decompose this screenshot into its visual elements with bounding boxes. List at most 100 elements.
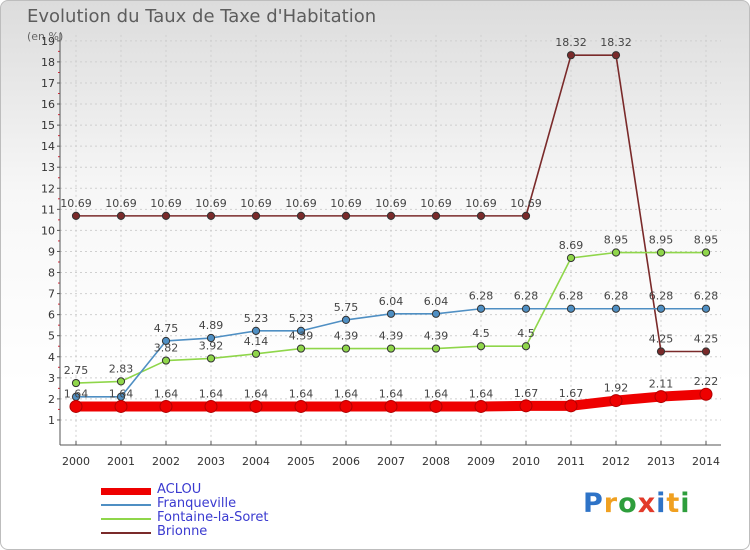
data-label: 10.69: [240, 197, 272, 210]
data-label: 10.69: [465, 197, 497, 210]
y-tick-label: 4: [48, 351, 55, 364]
data-label: 8.95: [604, 234, 629, 247]
y-tick-label: 13: [41, 161, 55, 174]
legend-label: Brionne: [157, 524, 208, 539]
data-label: 6.28: [694, 290, 719, 303]
data-label: 1.64: [244, 387, 269, 400]
data-label: 10.69: [285, 197, 317, 210]
data-point: [431, 344, 441, 353]
data-label: 4.5: [517, 327, 535, 340]
y-tick-label: 10: [41, 224, 55, 237]
y-tick-label: 19: [41, 35, 55, 48]
data-point: [474, 399, 488, 413]
y-tick-label: 8: [48, 267, 55, 280]
data-label: 8.95: [649, 234, 674, 247]
data-point: [611, 304, 621, 313]
data-point: [251, 211, 261, 220]
data-point: [519, 399, 533, 413]
x-tick-label: 2012: [602, 455, 630, 468]
data-label: 4.5: [472, 327, 490, 340]
data-point: [161, 356, 171, 365]
data-label: 4.39: [334, 330, 359, 343]
data-label: 5.23: [289, 312, 314, 325]
data-point: [384, 399, 398, 413]
x-tick-label: 2002: [152, 455, 180, 468]
data-label: 4.39: [289, 330, 314, 343]
data-label: 1.64: [154, 387, 179, 400]
data-label: 2.22: [694, 375, 719, 388]
data-point: [206, 211, 216, 220]
legend-label: Fontaine-la-Soret: [157, 510, 269, 525]
data-point: [611, 51, 621, 60]
data-label: 1.64: [64, 387, 89, 400]
data-point: [386, 309, 396, 318]
data-label: 1.64: [469, 387, 494, 400]
data-point: [656, 347, 666, 356]
data-point: [521, 211, 531, 220]
data-point: [431, 211, 441, 220]
data-label: 4.25: [649, 332, 674, 345]
data-point: [339, 399, 353, 413]
data-label: 4.14: [244, 335, 269, 348]
data-point: [476, 211, 486, 220]
data-point: [296, 326, 306, 335]
y-tick-label: 14: [41, 140, 55, 153]
data-label: 6.04: [424, 295, 449, 308]
x-tick-label: 2013: [647, 455, 675, 468]
data-point: [251, 326, 261, 335]
data-point: [521, 304, 531, 313]
data-label: 4.39: [424, 330, 449, 343]
data-label: 2.11: [649, 378, 674, 391]
y-tick-label: 16: [41, 98, 55, 111]
data-label: 4.89: [199, 319, 224, 332]
data-point: [71, 211, 81, 220]
data-label: 10.69: [105, 197, 137, 210]
y-tick-label: 7: [48, 288, 55, 301]
data-point: [116, 377, 126, 386]
x-tick-label: 2011: [557, 455, 585, 468]
data-label: 1.67: [514, 387, 539, 400]
data-label: 10.69: [375, 197, 407, 210]
data-point: [564, 399, 578, 413]
data-label: 10.69: [420, 197, 452, 210]
chart-title: Evolution du Taux de Taxe d'Habitation: [27, 6, 377, 27]
data-point: [294, 399, 308, 413]
data-label: 1.92: [604, 382, 629, 395]
data-point: [654, 390, 668, 404]
data-point: [341, 211, 351, 220]
data-point: [566, 304, 576, 313]
data-point: [386, 344, 396, 353]
data-label: 6.28: [469, 290, 494, 303]
y-tick-label: 11: [41, 203, 55, 216]
data-point: [476, 304, 486, 313]
data-label: 4.39: [379, 330, 404, 343]
y-tick-label: 6: [48, 309, 55, 322]
data-point: [656, 304, 666, 313]
data-point: [431, 309, 441, 318]
data-point: [341, 344, 351, 353]
data-point: [206, 333, 216, 343]
data-point: [656, 248, 666, 257]
data-label: 10.69: [195, 197, 227, 210]
x-tick-label: 2014: [692, 455, 720, 468]
data-label: 4.75: [154, 322, 179, 335]
data-label: 6.04: [379, 295, 404, 308]
data-label: 3.92: [199, 339, 224, 352]
data-label: 6.28: [559, 290, 584, 303]
x-tick-label: 2006: [332, 455, 360, 468]
data-label: 5.75: [334, 301, 359, 314]
brand-logo: Proxiti: [583, 488, 691, 519]
legend-swatch: [101, 518, 151, 520]
data-point: [611, 248, 621, 257]
data-label: 1.67: [559, 387, 584, 400]
legend-label: Franqueville: [157, 496, 237, 511]
data-point: [251, 349, 261, 358]
data-point: [701, 304, 711, 313]
data-point: [341, 315, 351, 325]
data-label: 6.28: [514, 290, 539, 303]
data-point: [701, 347, 711, 356]
data-label: 1.64: [109, 387, 134, 400]
data-label: 1.64: [289, 387, 314, 400]
